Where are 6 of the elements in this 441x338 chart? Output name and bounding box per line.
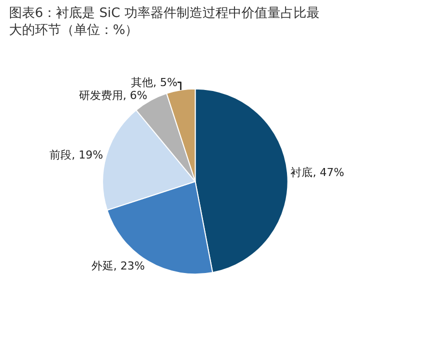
slice-label: 研发费用, 6% [78,88,148,102]
slice-label: 外延, 23% [91,260,145,273]
slice-label: 前段, 19% [50,148,104,162]
slice-label: 衬底, 47% [290,166,344,180]
chart-title: 图表6：衬底是 SiC 功率器件制造过程中价值量占比最大的环节（单位：%） [8,4,320,38]
slice-label: 其他, 5% [131,76,178,89]
